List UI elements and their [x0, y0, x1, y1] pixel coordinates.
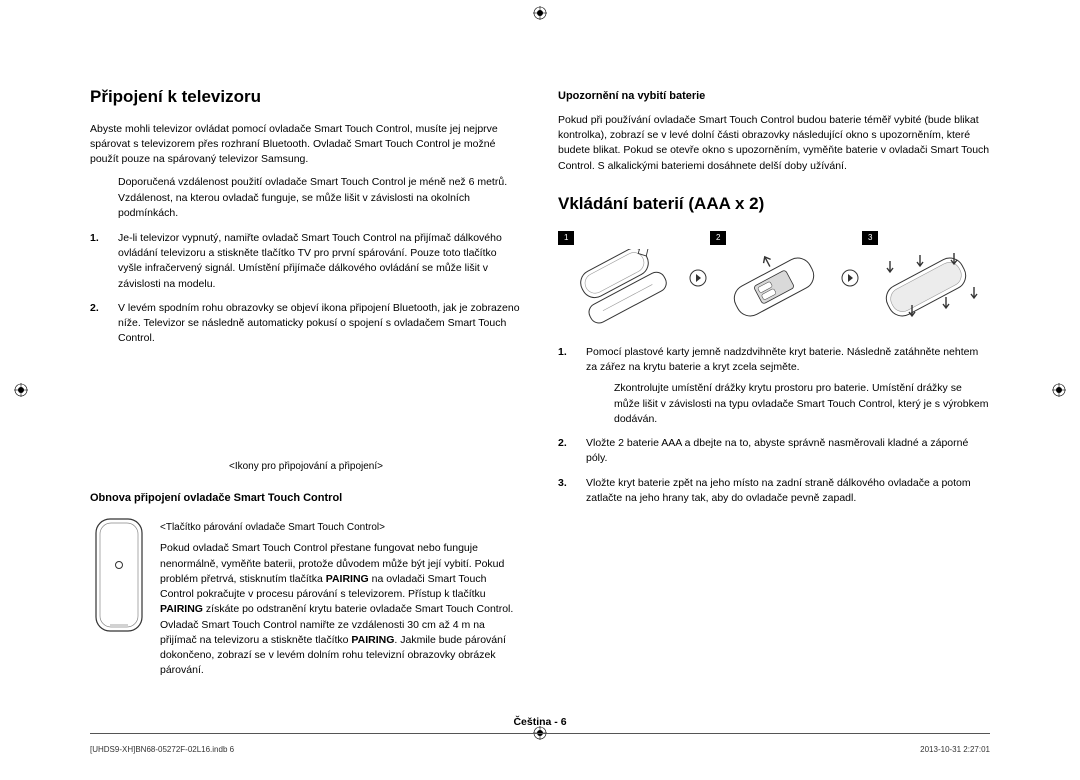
reconnect-block: <Tlačítko párování ovladače Smart Touch …: [90, 515, 522, 686]
pairing-icons-placeholder: [90, 406, 522, 446]
step-number: 2: [710, 231, 726, 245]
list-item: 1.Je-li televizor vypnutý, namiřte ovlad…: [90, 231, 522, 292]
footer-divider: [90, 733, 990, 734]
list-item: 2.V levém spodním rohu obrazovky se obje…: [90, 301, 522, 347]
arrow-right-icon: [840, 268, 860, 288]
battery-step-2: 2: [710, 230, 838, 325]
footer-file: [UHDS9-XH]BN68-05272F-02L16.indb 6: [90, 745, 234, 754]
reconnect-heading: Obnova připojení ovladače Smart Touch Co…: [90, 491, 522, 507]
battery-step-3: 3: [862, 230, 990, 325]
reconnect-text: Pokud ovladač Smart Touch Control přesta…: [160, 541, 522, 678]
remote-step2-icon: [710, 249, 838, 325]
remote-back-icon: [90, 515, 148, 635]
battery-step-1: 1: [558, 230, 686, 325]
page-language-footer: Čeština - 6: [0, 716, 1080, 728]
connect-tv-heading: Připojení k televizoru: [90, 85, 522, 110]
left-column: Připojení k televizoru Abyste mohli tele…: [90, 85, 522, 686]
pairing-icons-caption: <Ikony pro připojování a připojení>: [90, 460, 522, 475]
step-number: 1: [558, 231, 574, 245]
remote-step1-icon: [558, 249, 686, 325]
intro-text: Abyste mohli televizor ovládat pomocí ov…: [90, 122, 522, 168]
right-column: Upozornění na vybití baterie Pokud při p…: [558, 85, 990, 686]
step-number: 3: [862, 231, 878, 245]
footer-meta: [UHDS9-XH]BN68-05272F-02L16.indb 6 2013-…: [90, 745, 990, 754]
page-content: Připojení k televizoru Abyste mohli tele…: [0, 0, 1080, 726]
list-item: 2.Vložte 2 baterie AAA a dbejte na to, a…: [558, 436, 990, 466]
footer-date: 2013-10-31 2:27:01: [920, 745, 990, 754]
battery-instructions-list: 1.Pomocí plastové karty jemně nadzdvihně…: [558, 345, 990, 506]
nested-note: Zkontrolujte umístění drážky krytu prost…: [614, 381, 990, 427]
low-battery-text: Pokud při používání ovladače Smart Touch…: [558, 113, 990, 174]
list-item: 3.Vložte kryt baterie zpět na jeho místo…: [558, 476, 990, 506]
list-item: 1.Pomocí plastové karty jemně nadzdvihně…: [558, 345, 990, 427]
registration-mark-icon: [1052, 383, 1066, 397]
pairing-steps-list: 1.Je-li televizor vypnutý, namiřte ovlad…: [90, 231, 522, 347]
battery-steps-diagram: 1 2: [558, 230, 990, 325]
distance-note: Doporučená vzdálenost použití ovladače S…: [118, 175, 522, 221]
registration-mark-icon: [14, 383, 28, 397]
arrow-right-icon: [688, 268, 708, 288]
insert-batteries-heading: Vkládání baterií (AAA x 2): [558, 192, 990, 217]
remote-step3-icon: [862, 249, 990, 325]
registration-mark-icon: [533, 6, 547, 20]
low-battery-heading: Upozornění na vybití baterie: [558, 89, 990, 105]
pairing-button-caption: <Tlačítko párování ovladače Smart Touch …: [160, 521, 522, 536]
